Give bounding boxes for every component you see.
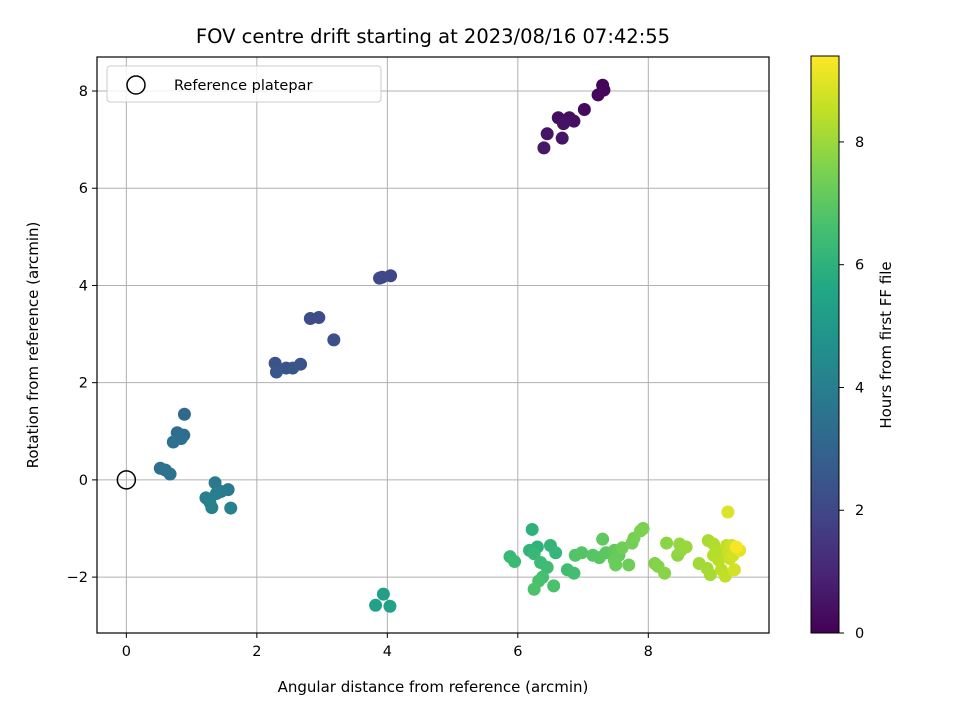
data-point bbox=[537, 141, 551, 155]
x-tick-label: 8 bbox=[644, 644, 653, 660]
legend: Reference platepar bbox=[106, 65, 382, 103]
colorbar-tick-label: 8 bbox=[855, 135, 864, 151]
data-point bbox=[177, 407, 191, 421]
data-point bbox=[567, 114, 581, 128]
y-tick-label: 2 bbox=[79, 376, 88, 392]
data-point bbox=[327, 333, 341, 347]
x-tick-label: 6 bbox=[513, 644, 522, 660]
colorbar-ticks: 0 2 4 6 8 bbox=[839, 135, 864, 642]
y-axis-ticks: −2 0 2 4 6 8 bbox=[67, 84, 97, 586]
y-tick-label: 0 bbox=[79, 473, 88, 489]
data-point bbox=[549, 546, 563, 560]
colorbar-label: Hours from first FF file bbox=[877, 261, 895, 428]
data-point bbox=[540, 127, 554, 141]
x-tick-label: 0 bbox=[122, 644, 131, 660]
data-point bbox=[525, 522, 539, 536]
data-point bbox=[712, 553, 726, 567]
data-point bbox=[615, 541, 629, 555]
data-point bbox=[658, 566, 672, 580]
data-point bbox=[555, 131, 569, 145]
legend-marker-icon bbox=[126, 75, 146, 95]
data-point bbox=[540, 560, 554, 574]
data-point bbox=[205, 501, 219, 515]
data-point bbox=[633, 524, 647, 538]
data-point bbox=[596, 532, 610, 546]
data-point bbox=[567, 566, 581, 580]
data-point bbox=[718, 569, 732, 583]
x-tick-label: 4 bbox=[383, 644, 392, 660]
data-point bbox=[312, 311, 326, 325]
data-point bbox=[508, 555, 522, 569]
data-point bbox=[577, 102, 591, 116]
data-point bbox=[591, 88, 605, 102]
data-point bbox=[527, 582, 541, 596]
data-point bbox=[609, 558, 623, 572]
colorbar: 0 2 4 6 8 Hours from first FF file bbox=[810, 55, 895, 642]
data-point bbox=[703, 568, 717, 582]
data-point bbox=[224, 501, 238, 515]
data-point bbox=[547, 579, 561, 593]
x-axis-label: Angular distance from reference (arcmin) bbox=[278, 678, 589, 696]
chart-title: FOV centre drift starting at 2023/08/16 … bbox=[196, 25, 670, 48]
data-points bbox=[153, 78, 747, 613]
colorbar-tick-label: 4 bbox=[855, 380, 864, 396]
data-point bbox=[163, 467, 177, 481]
data-point bbox=[373, 271, 387, 285]
data-point bbox=[729, 540, 743, 554]
y-tick-label: 4 bbox=[79, 278, 88, 294]
legend-box bbox=[106, 65, 382, 103]
data-point bbox=[286, 361, 300, 375]
plot-area bbox=[96, 56, 770, 634]
data-point bbox=[727, 563, 741, 577]
data-point bbox=[721, 505, 735, 519]
y-tick-label: −2 bbox=[67, 570, 88, 586]
data-point bbox=[369, 598, 383, 612]
colorbar-tick-label: 2 bbox=[855, 503, 864, 519]
x-tick-label: 2 bbox=[252, 644, 261, 660]
data-point bbox=[376, 587, 390, 601]
data-point bbox=[622, 558, 636, 572]
colorbar-gradient bbox=[810, 55, 840, 634]
y-axis-label: Rotation from reference (arcmin) bbox=[24, 222, 42, 469]
y-tick-label: 6 bbox=[79, 181, 88, 197]
data-point bbox=[575, 546, 589, 560]
data-point bbox=[383, 599, 397, 613]
data-point bbox=[556, 117, 570, 131]
y-tick-label: 8 bbox=[79, 84, 88, 100]
legend-label: Reference platepar bbox=[174, 78, 312, 94]
colorbar-tick-label: 6 bbox=[855, 258, 864, 274]
data-point bbox=[660, 536, 674, 550]
data-point bbox=[679, 540, 693, 554]
reference-marker bbox=[116, 470, 137, 490]
data-point bbox=[269, 365, 283, 379]
data-point bbox=[166, 435, 180, 449]
colorbar-tick-label: 0 bbox=[855, 626, 864, 642]
x-axis-ticks: 0 2 4 6 8 bbox=[122, 633, 653, 660]
